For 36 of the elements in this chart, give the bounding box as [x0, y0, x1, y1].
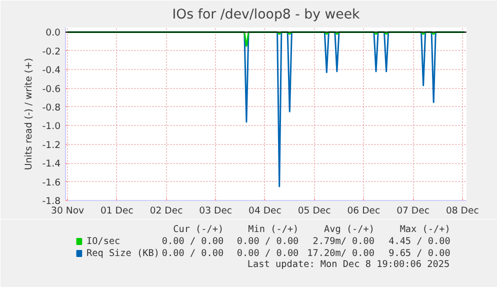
text: 0.00 / 0.00 [162, 248, 224, 259]
text: 2.79m/ 0.00 [312, 236, 375, 247]
x-tick-label: 06 Dec [347, 206, 380, 216]
y-tick-label: -1.6 [42, 177, 61, 188]
y-tick-label: -0.8 [42, 102, 61, 114]
y-tick-label: -1.4 [42, 158, 61, 170]
y-tick-label: -0.2 [42, 46, 60, 58]
y-tick-label: -0.6 [42, 84, 61, 95]
y-tick-label: -1.0 [42, 121, 61, 132]
text: Last update: Mon Dec 8 19:00:06 2025 [247, 259, 450, 270]
text: 9.65 / 0.00 [388, 248, 451, 259]
x-tick-label: 08 Dec [446, 206, 479, 216]
text: 0.00 / 0.00 [236, 248, 300, 259]
x-tick-label: 05 Dec [298, 206, 331, 216]
y-axis-title: Units read (-) / write (+) [23, 58, 34, 170]
text: Cur (-/+) [173, 224, 224, 235]
legend-label: IO/sec [86, 236, 120, 247]
text: 4.45 / 0.00 [388, 236, 451, 247]
x-tick-label: 01 Dec [100, 206, 134, 216]
x-tick-label: 07 Dec [396, 206, 430, 216]
text: 17.20m/ 0.00 [307, 248, 375, 259]
chart-title: IOs for /dev/loop8 - by week [172, 8, 360, 22]
x-tick-label: 04 Dec [248, 206, 282, 216]
x-tick-label: 03 Dec [199, 206, 232, 216]
text: Max (-/+) [400, 224, 450, 235]
text: Min (-/+) [248, 224, 299, 235]
legend-label: Req Size (KB) [86, 248, 160, 259]
y-tick-label: 0.0 [46, 28, 61, 39]
text: 0.00 / 0.00 [162, 236, 224, 247]
x-tick-label: 30 Nov [51, 206, 85, 216]
text: Avg (-/+) [324, 224, 375, 235]
text: 0.00 / 0.00 [236, 236, 300, 247]
y-tick-label: -1.2 [42, 140, 60, 151]
y-tick-label: -0.4 [42, 65, 61, 76]
y-tick-label: -1.8 [42, 196, 61, 207]
x-tick-label: 02 Dec [150, 206, 183, 216]
